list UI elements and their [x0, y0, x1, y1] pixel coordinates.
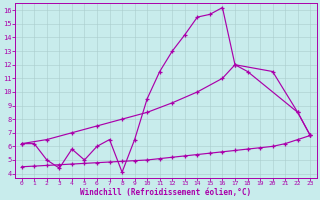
- X-axis label: Windchill (Refroidissement éolien,°C): Windchill (Refroidissement éolien,°C): [80, 188, 252, 197]
